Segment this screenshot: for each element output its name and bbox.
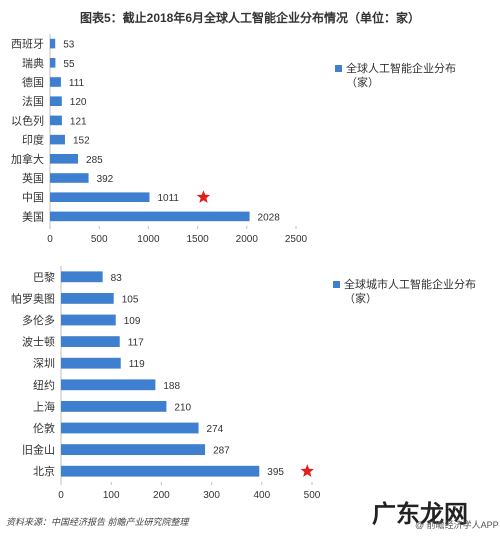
- category-label: 以色列: [11, 113, 44, 127]
- data-label: 152: [73, 136, 90, 147]
- bar: [61, 336, 120, 347]
- category-label: 波士顿: [22, 335, 55, 349]
- data-label: 188: [163, 381, 180, 392]
- category-label: 纽约: [33, 378, 55, 392]
- app-watermark: @ 前瞻经济学人APP: [415, 520, 499, 530]
- bar: [61, 444, 206, 455]
- bar: [61, 314, 116, 326]
- category-label: 印度: [22, 133, 44, 147]
- data-label: 111: [69, 78, 85, 89]
- data-label: 53: [63, 40, 75, 51]
- bar: [50, 96, 62, 106]
- bar: [50, 211, 250, 222]
- data-label: 274: [207, 424, 224, 435]
- x-tick-label: 0: [47, 234, 53, 245]
- category-label: 旧金山: [22, 443, 55, 457]
- country-ai-company-bar-chart: 西班牙 53 瑞典 55 德国 111 法国 120 以色列 121 印度 152 加拿大 285 英国 39…: [11, 34, 456, 245]
- data-label: 105: [122, 294, 139, 305]
- category-label: 多伦多: [22, 313, 55, 327]
- bar: [50, 115, 62, 126]
- brand-watermark: 广东龙网: [372, 501, 468, 528]
- data-label: 210: [174, 402, 191, 413]
- x-tick-label: 1000: [137, 234, 160, 245]
- highlight-star-icon: [300, 464, 314, 477]
- bar: [61, 357, 121, 369]
- bar: [61, 293, 114, 304]
- source-note: 资料来源：中国经济报告 前瞻产业研究院整理: [6, 517, 189, 527]
- x-tick-label: 1500: [186, 234, 209, 245]
- bar: [61, 379, 156, 391]
- category-label: 加拿大: [11, 152, 44, 166]
- data-label: 109: [124, 316, 141, 327]
- x-tick-label: 200: [153, 490, 170, 501]
- x-tick-label: 100: [103, 490, 120, 501]
- chart-title: 图表5：截止2018年6月全球人工智能企业分布情况（单位：家）: [79, 11, 421, 25]
- category-label: 美国: [22, 210, 44, 223]
- x-tick-label: 500: [304, 490, 321, 501]
- category-label: 英国: [22, 171, 44, 185]
- data-label: 392: [97, 174, 114, 185]
- bar: [61, 465, 260, 477]
- category-label: 西班牙: [11, 38, 44, 51]
- data-label: 121: [70, 116, 87, 127]
- data-label: 287: [213, 446, 230, 457]
- bar: [61, 422, 199, 434]
- category-label: 瑞典: [22, 56, 44, 70]
- data-label: 55: [63, 59, 75, 70]
- category-label: 巴黎: [33, 270, 55, 284]
- legend-swatch: [335, 65, 342, 72]
- x-tick-label: 500: [91, 234, 108, 245]
- category-label: 中国: [22, 191, 44, 204]
- bar: [50, 173, 89, 183]
- category-label: 法国: [22, 94, 44, 108]
- legend-label: 全球人工智能企业分布（家）: [346, 61, 456, 89]
- legend-swatch: [333, 281, 340, 288]
- data-label: 120: [70, 97, 87, 108]
- category-label: 北京: [33, 464, 55, 478]
- legend-label: 全球城市人工智能企业分布（家）: [344, 277, 476, 305]
- bar: [50, 58, 56, 68]
- category-label: 德国: [22, 75, 44, 89]
- x-tick-label: 400: [253, 490, 270, 501]
- x-tick-label: 0: [58, 490, 64, 501]
- category-label: 上海: [33, 399, 55, 413]
- x-tick-label: 2500: [285, 234, 308, 245]
- data-label: 1011: [157, 193, 179, 204]
- category-label: 伦敦: [33, 421, 55, 435]
- bar: [50, 154, 79, 164]
- bar: [50, 192, 150, 202]
- category-label: 帕罗奥图: [11, 291, 55, 305]
- bar: [50, 134, 65, 145]
- data-label: 119: [129, 359, 145, 370]
- x-tick-label: 300: [203, 490, 220, 501]
- data-label: 395: [267, 467, 284, 478]
- data-label: 117: [128, 338, 144, 349]
- bar: [61, 401, 167, 412]
- highlight-star-icon: [196, 190, 211, 203]
- data-label: 285: [86, 155, 103, 166]
- bar: [50, 38, 56, 49]
- x-tick-label: 2000: [236, 234, 259, 245]
- category-label: 深圳: [33, 357, 55, 370]
- bar: [61, 271, 103, 283]
- bar: [50, 77, 61, 87]
- city-ai-company-bar-chart: 巴黎 83 帕罗奥图 105 多伦多 109 波士顿 117 深圳 119 纽约 188 上海 210 伦敦…: [11, 266, 476, 501]
- data-label: 83: [111, 273, 123, 284]
- data-label: 2028: [258, 212, 281, 223]
